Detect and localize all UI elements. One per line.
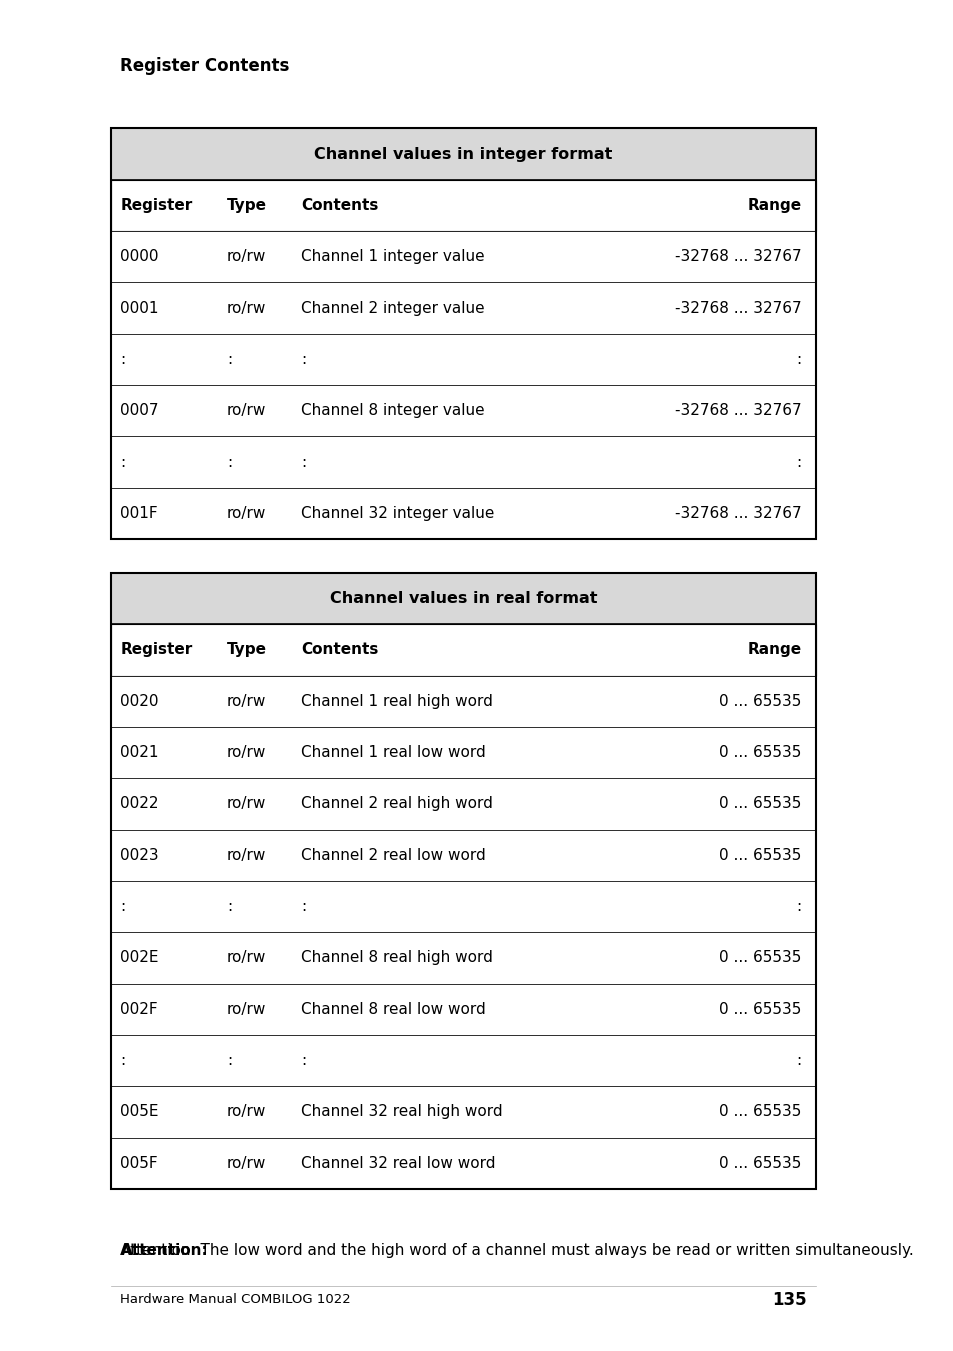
Text: Channel 1 integer value: Channel 1 integer value xyxy=(301,249,484,265)
Text: 0 ... 65535: 0 ... 65535 xyxy=(719,950,801,966)
Text: Channel values in integer format: Channel values in integer format xyxy=(314,146,612,162)
Text: 0000: 0000 xyxy=(120,249,159,265)
FancyBboxPatch shape xyxy=(112,282,815,334)
Text: :: : xyxy=(227,351,232,367)
Text: Contents: Contents xyxy=(301,642,378,658)
Text: Channel 32 real high word: Channel 32 real high word xyxy=(301,1104,502,1120)
Text: :: : xyxy=(796,454,801,470)
Text: Channel 1 real low word: Channel 1 real low word xyxy=(301,744,485,761)
FancyBboxPatch shape xyxy=(112,385,815,436)
Text: :: : xyxy=(796,898,801,915)
Text: :: : xyxy=(796,351,801,367)
FancyBboxPatch shape xyxy=(112,128,815,180)
Text: 0 ... 65535: 0 ... 65535 xyxy=(719,847,801,863)
Text: ro/rw: ro/rw xyxy=(227,1104,266,1120)
Text: 0 ... 65535: 0 ... 65535 xyxy=(719,693,801,709)
FancyBboxPatch shape xyxy=(112,436,815,488)
FancyBboxPatch shape xyxy=(112,1086,815,1138)
Text: ro/rw: ro/rw xyxy=(227,1001,266,1017)
FancyBboxPatch shape xyxy=(112,778,815,830)
FancyBboxPatch shape xyxy=(112,573,815,624)
Text: Channel 2 real low word: Channel 2 real low word xyxy=(301,847,485,863)
Text: 0021: 0021 xyxy=(120,744,159,761)
Text: :: : xyxy=(796,1052,801,1069)
Text: :: : xyxy=(227,898,232,915)
Text: :: : xyxy=(301,351,306,367)
Text: Contents: Contents xyxy=(301,197,378,213)
Text: :: : xyxy=(301,898,306,915)
Text: 0020: 0020 xyxy=(120,693,159,709)
Text: Attention:: Attention: xyxy=(120,1243,208,1258)
FancyBboxPatch shape xyxy=(112,830,815,881)
Text: :: : xyxy=(301,1052,306,1069)
FancyBboxPatch shape xyxy=(112,727,815,778)
Text: ro/rw: ro/rw xyxy=(227,1155,266,1171)
Text: 002F: 002F xyxy=(120,1001,158,1017)
Text: Channel 2 integer value: Channel 2 integer value xyxy=(301,300,484,316)
Text: 0023: 0023 xyxy=(120,847,159,863)
Text: -32768 ... 32767: -32768 ... 32767 xyxy=(675,249,801,265)
Text: ro/rw: ro/rw xyxy=(227,796,266,812)
Text: Range: Range xyxy=(747,642,801,658)
Text: 001F: 001F xyxy=(120,505,158,521)
FancyBboxPatch shape xyxy=(112,1138,815,1189)
Text: -32768 ... 32767: -32768 ... 32767 xyxy=(675,403,801,419)
Text: 0 ... 65535: 0 ... 65535 xyxy=(719,1155,801,1171)
Text: Hardware Manual COMBILOG 1022: Hardware Manual COMBILOG 1022 xyxy=(120,1293,351,1306)
FancyBboxPatch shape xyxy=(112,676,815,727)
Text: ro/rw: ro/rw xyxy=(227,249,266,265)
FancyBboxPatch shape xyxy=(112,1035,815,1086)
Text: Channel 8 real high word: Channel 8 real high word xyxy=(301,950,493,966)
FancyBboxPatch shape xyxy=(112,231,815,282)
Text: :: : xyxy=(120,1052,126,1069)
Text: :: : xyxy=(227,454,232,470)
FancyBboxPatch shape xyxy=(112,984,815,1035)
Text: :: : xyxy=(301,454,306,470)
Text: :: : xyxy=(120,351,126,367)
Text: Channel 8 real low word: Channel 8 real low word xyxy=(301,1001,485,1017)
Text: -32768 ... 32767: -32768 ... 32767 xyxy=(675,505,801,521)
Text: Register: Register xyxy=(120,197,193,213)
Text: Register Contents: Register Contents xyxy=(120,57,290,74)
Text: Channel 1 real high word: Channel 1 real high word xyxy=(301,693,493,709)
FancyBboxPatch shape xyxy=(112,180,815,231)
Text: 0 ... 65535: 0 ... 65535 xyxy=(719,796,801,812)
Text: :: : xyxy=(120,898,126,915)
Text: Register: Register xyxy=(120,642,193,658)
Text: ro/rw: ro/rw xyxy=(227,505,266,521)
Text: Channel 32 integer value: Channel 32 integer value xyxy=(301,505,494,521)
Text: Type: Type xyxy=(227,197,267,213)
Text: Range: Range xyxy=(747,197,801,213)
Text: 135: 135 xyxy=(771,1290,805,1309)
Text: ro/rw: ro/rw xyxy=(227,403,266,419)
FancyBboxPatch shape xyxy=(112,488,815,539)
Text: :: : xyxy=(227,1052,232,1069)
Text: 0001: 0001 xyxy=(120,300,159,316)
Text: 002E: 002E xyxy=(120,950,159,966)
Text: Channel values in real format: Channel values in real format xyxy=(330,590,597,607)
Text: ro/rw: ro/rw xyxy=(227,300,266,316)
Text: 0022: 0022 xyxy=(120,796,159,812)
Text: 0007: 0007 xyxy=(120,403,159,419)
Text: 0 ... 65535: 0 ... 65535 xyxy=(719,744,801,761)
Text: ro/rw: ro/rw xyxy=(227,950,266,966)
Text: Channel 32 real low word: Channel 32 real low word xyxy=(301,1155,496,1171)
Text: 005F: 005F xyxy=(120,1155,158,1171)
Text: :: : xyxy=(120,454,126,470)
FancyBboxPatch shape xyxy=(112,334,815,385)
Text: ro/rw: ro/rw xyxy=(227,744,266,761)
FancyBboxPatch shape xyxy=(112,881,815,932)
Text: 0 ... 65535: 0 ... 65535 xyxy=(719,1001,801,1017)
Text: ro/rw: ro/rw xyxy=(227,847,266,863)
FancyBboxPatch shape xyxy=(112,624,815,676)
Text: ro/rw: ro/rw xyxy=(227,693,266,709)
Text: Channel 8 integer value: Channel 8 integer value xyxy=(301,403,484,419)
Text: 005E: 005E xyxy=(120,1104,159,1120)
FancyBboxPatch shape xyxy=(112,932,815,984)
Text: -32768 ... 32767: -32768 ... 32767 xyxy=(675,300,801,316)
Text: Channel 2 real high word: Channel 2 real high word xyxy=(301,796,493,812)
Text: Attention: The low word and the high word of a channel must always be read or wr: Attention: The low word and the high wor… xyxy=(120,1243,913,1258)
Text: Type: Type xyxy=(227,642,267,658)
Text: 0 ... 65535: 0 ... 65535 xyxy=(719,1104,801,1120)
